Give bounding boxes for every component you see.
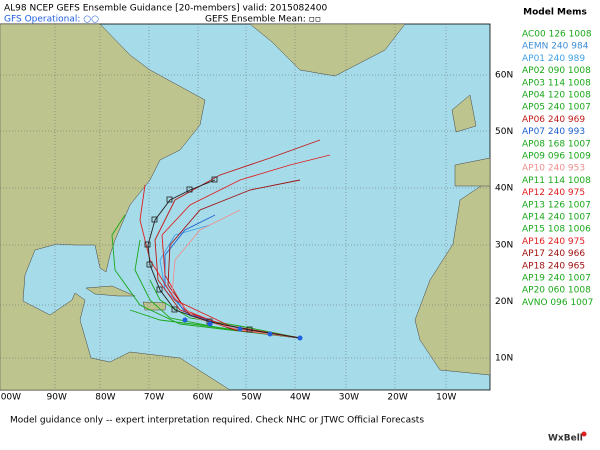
legend-entry: AP08 168 1007	[522, 139, 591, 149]
lon-label: 30W	[339, 393, 359, 403]
lon-label: 100W	[0, 393, 21, 403]
legend-entry: AC00 126 1008	[522, 30, 592, 40]
lon-label: 10W	[436, 393, 456, 403]
map	[0, 23, 491, 391]
tracks	[111, 139, 331, 341]
legend-entry: AP12 240 975	[522, 188, 585, 198]
legend-entry: AP01 240 989	[522, 54, 585, 64]
lat-label: 10N	[495, 354, 513, 364]
legend-entry: AP20 060 1008	[522, 286, 591, 296]
legend-entry: AP16 240 975	[522, 237, 585, 247]
header-mean: GEFS Ensemble Mean: ▫▫	[205, 15, 321, 25]
legend-entry: AP09 096 1009	[522, 152, 591, 162]
legend-title: Model Mems	[523, 8, 587, 18]
footer: Model guidance only -- expert interpreta…	[10, 416, 424, 426]
legend-entry: AP11 114 1008	[522, 176, 591, 186]
lat-label: 20N	[495, 297, 513, 307]
legend-entry: AEMN 240 984	[522, 42, 589, 52]
legend-entry: AP17 240 966	[522, 249, 585, 259]
lat-label: 40N	[495, 184, 513, 194]
legend-entry: AP15 108 1006	[522, 225, 591, 235]
lon-label: 60W	[193, 393, 213, 403]
legend-entry: AP06 240 969	[522, 115, 585, 125]
lon-label: 50W	[241, 393, 261, 403]
legend-entry: AP14 240 1007	[522, 213, 591, 223]
lat-label: 50N	[495, 127, 513, 137]
header-operational: GFS Operational: ○○	[4, 15, 99, 25]
lon-label: 20W	[387, 393, 407, 403]
legend-entry: AP18 240 965	[522, 261, 585, 271]
legend-entry: AP04 120 1008	[522, 91, 591, 101]
legend-entry: AP02 090 1008	[522, 66, 591, 76]
legend-entry: AP19 240 1007	[522, 274, 591, 284]
legend-entry: AP05 240 1007	[522, 103, 591, 113]
logo-dot	[581, 431, 587, 437]
lon-label: 80W	[95, 393, 115, 403]
legend: AC00 126 1008 AEMN 240 984 AP01 240 989 AP0…	[522, 30, 593, 308]
graticule	[0, 24, 490, 390]
legend-entry: AP13 126 1007	[522, 200, 591, 210]
legend-entry: AP10 240 953	[522, 164, 585, 174]
legend-entry: AP03 114 1008	[522, 78, 591, 88]
lat-label: 60N	[495, 71, 513, 81]
land	[0, 23, 491, 391]
lon-label: 70W	[144, 393, 164, 403]
lat-labels: 10N 20N 30N 40N 50N 60N	[495, 71, 513, 364]
legend-entry: AP07 240 993	[522, 127, 585, 137]
lon-label: 90W	[47, 393, 67, 403]
lon-labels: 100W 90W 80W 70W 60W 50W 40W 30W 20W 10W	[0, 393, 457, 403]
logo: WxBell	[548, 434, 583, 444]
legend-entry: AVNO 096 1007	[522, 298, 593, 308]
header-title: AL98 NCEP GEFS Ensemble Guidance [20-mem…	[4, 4, 327, 14]
lat-label: 30N	[495, 240, 513, 250]
lon-label: 40W	[290, 393, 310, 403]
